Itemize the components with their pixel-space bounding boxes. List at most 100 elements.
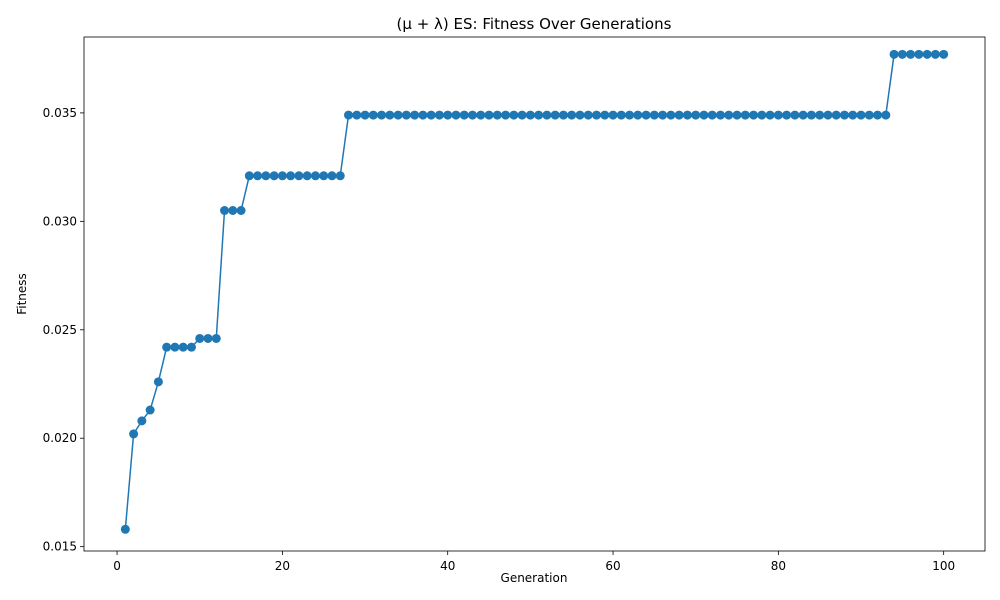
data-point xyxy=(699,110,709,120)
data-point xyxy=(773,110,783,120)
data-point xyxy=(906,49,916,59)
data-point xyxy=(815,110,825,120)
data-point xyxy=(682,110,692,120)
x-axis: 0 20 40 60 80 100 xyxy=(113,551,955,573)
y-tick-label: 0.035 xyxy=(43,106,77,120)
data-point xyxy=(914,49,924,59)
plot-frame xyxy=(83,36,986,552)
data-point xyxy=(608,110,618,120)
data-point xyxy=(468,110,477,120)
data-point xyxy=(476,110,486,120)
data-point xyxy=(707,110,717,120)
data-point xyxy=(897,49,907,59)
x-tick-label: 20 xyxy=(275,559,290,573)
data-point xyxy=(344,110,354,120)
y-tick-label: 0.025 xyxy=(43,323,77,337)
data-point xyxy=(691,110,701,120)
data-point xyxy=(550,110,560,120)
data-point xyxy=(517,110,527,120)
data-point xyxy=(848,110,858,120)
data-point xyxy=(228,206,238,215)
data-point xyxy=(253,171,263,181)
data-point xyxy=(484,110,494,120)
data-point xyxy=(525,110,535,120)
data-point xyxy=(889,49,899,59)
data-point xyxy=(558,110,568,120)
data-point xyxy=(203,333,213,343)
data-point xyxy=(806,110,816,120)
data-point xyxy=(757,110,767,120)
data-point xyxy=(649,110,659,120)
data-point xyxy=(352,110,362,120)
data-point xyxy=(790,110,800,120)
plot-area xyxy=(120,49,949,534)
y-tick-label: 0.015 xyxy=(43,540,77,554)
data-point xyxy=(583,110,593,120)
data-point xyxy=(170,342,180,352)
data-point xyxy=(749,110,759,120)
data-point xyxy=(236,206,246,215)
data-point xyxy=(261,171,271,181)
data-point xyxy=(294,171,304,181)
data-point xyxy=(186,342,196,352)
x-tick-label: 80 xyxy=(771,559,786,573)
data-point xyxy=(715,110,725,120)
data-point xyxy=(277,171,287,181)
data-point xyxy=(616,110,626,120)
data-point xyxy=(302,171,312,181)
data-point xyxy=(823,110,833,120)
data-point xyxy=(310,171,320,181)
data-point xyxy=(939,49,949,59)
data-point xyxy=(459,110,469,120)
x-tick-label: 100 xyxy=(932,559,955,573)
y-axis: 0.015 0.020 0.025 0.030 0.035 xyxy=(43,106,84,554)
data-point xyxy=(674,110,684,120)
data-point xyxy=(401,110,411,120)
data-point xyxy=(211,333,221,343)
data-point xyxy=(244,171,254,181)
data-point xyxy=(377,110,387,120)
data-point xyxy=(724,110,734,120)
data-point xyxy=(129,429,139,439)
data-point xyxy=(509,110,519,120)
data-point xyxy=(831,110,841,120)
data-point xyxy=(137,416,147,426)
data-point xyxy=(426,110,436,120)
data-point xyxy=(360,110,370,120)
data-point xyxy=(873,110,883,120)
data-point xyxy=(385,110,395,120)
data-point xyxy=(592,110,601,120)
data-point xyxy=(269,171,279,181)
data-point xyxy=(162,342,172,352)
data-point xyxy=(881,110,891,120)
data-point xyxy=(534,110,544,120)
data-point xyxy=(335,171,345,181)
data-point xyxy=(600,110,610,120)
data-point xyxy=(633,110,643,120)
data-point xyxy=(434,110,444,120)
data-point xyxy=(319,171,329,181)
data-point xyxy=(327,171,337,181)
x-tick-label: 0 xyxy=(113,559,121,573)
data-point xyxy=(625,110,635,120)
series-line xyxy=(124,53,944,530)
data-point xyxy=(641,110,651,120)
data-point xyxy=(658,110,668,120)
data-point xyxy=(666,110,676,120)
data-point xyxy=(368,110,378,120)
data-point xyxy=(410,110,420,120)
data-point xyxy=(765,110,775,120)
chart-title: (μ + λ) ES: Fitness Over Generations xyxy=(397,15,672,33)
data-point xyxy=(153,377,163,387)
data-point xyxy=(575,110,585,120)
x-tick-label: 40 xyxy=(440,559,455,573)
data-point xyxy=(839,110,849,120)
data-point xyxy=(501,110,511,120)
y-tick-label: 0.030 xyxy=(43,214,77,228)
data-point xyxy=(542,110,552,120)
data-point xyxy=(740,110,750,120)
data-point xyxy=(120,524,130,534)
data-point xyxy=(443,110,453,120)
y-tick-label: 0.020 xyxy=(43,431,77,445)
data-point xyxy=(195,333,205,343)
